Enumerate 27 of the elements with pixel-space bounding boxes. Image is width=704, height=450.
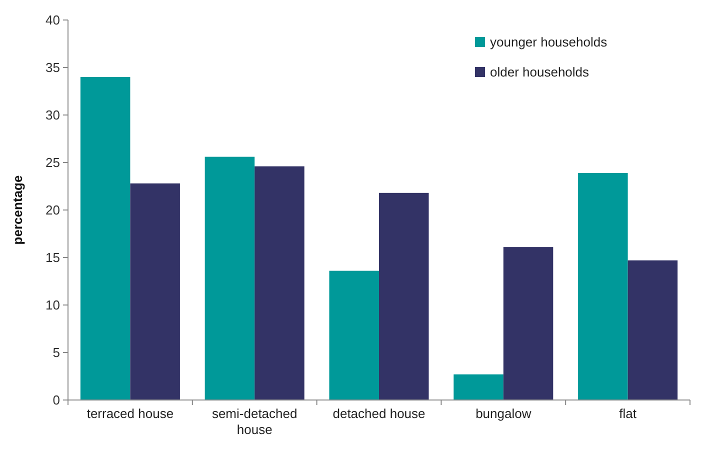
bar bbox=[628, 260, 678, 400]
x-tick-label: bungalow bbox=[476, 406, 532, 421]
y-axis-title: percentage bbox=[10, 175, 25, 245]
y-tick-label: 10 bbox=[46, 298, 60, 313]
bar bbox=[329, 270, 379, 400]
y-tick-label: 5 bbox=[52, 345, 60, 360]
x-tick-label: terraced house bbox=[86, 406, 174, 421]
bar bbox=[454, 374, 504, 400]
y-tick-label: 0 bbox=[52, 392, 60, 408]
y-tick-label: 30 bbox=[46, 108, 60, 123]
bar bbox=[578, 172, 628, 400]
y-tick-label: 40 bbox=[46, 12, 60, 28]
x-tick-label: detached house bbox=[332, 406, 426, 421]
bar bbox=[80, 77, 130, 400]
bar bbox=[379, 192, 429, 400]
y-tick-label: 35 bbox=[46, 60, 60, 76]
y-tick-label: 15 bbox=[46, 250, 60, 266]
x-tick-label: semi-detached house bbox=[212, 406, 298, 437]
y-tick-label: 25 bbox=[46, 155, 60, 170]
legend-label: older households bbox=[490, 64, 590, 80]
legend-label: younger households bbox=[490, 34, 608, 50]
bar bbox=[130, 183, 180, 400]
bar bbox=[254, 166, 304, 400]
y-tick-label: 20 bbox=[46, 202, 60, 218]
bar bbox=[204, 156, 255, 400]
bar bbox=[503, 247, 554, 400]
x-tick-label: flat bbox=[619, 406, 637, 421]
